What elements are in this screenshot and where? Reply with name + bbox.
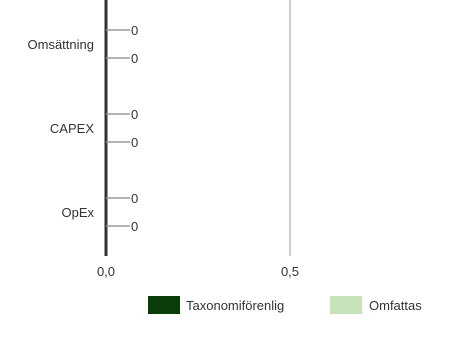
legend-swatch-1 [330,296,362,314]
data-label-0-0: 0 [131,23,138,38]
data-label-0-2: 0 [131,191,138,206]
x-tick-label-0: 0,0 [97,264,115,279]
data-label-1-1: 0 [131,135,138,150]
legend-label-0: Taxonomiförenlig [186,298,284,313]
legend-label-1: Omfattas [369,298,422,313]
category-label-2: OpEx [61,205,94,220]
data-label-0-1: 0 [131,107,138,122]
category-label-1: CAPEX [50,121,94,136]
category-label-0: Omsättning [28,37,94,52]
data-label-1-2: 0 [131,219,138,234]
x-tick-label-1: 0,5 [281,264,299,279]
legend-swatch-0 [148,296,180,314]
data-label-1-0: 0 [131,51,138,66]
